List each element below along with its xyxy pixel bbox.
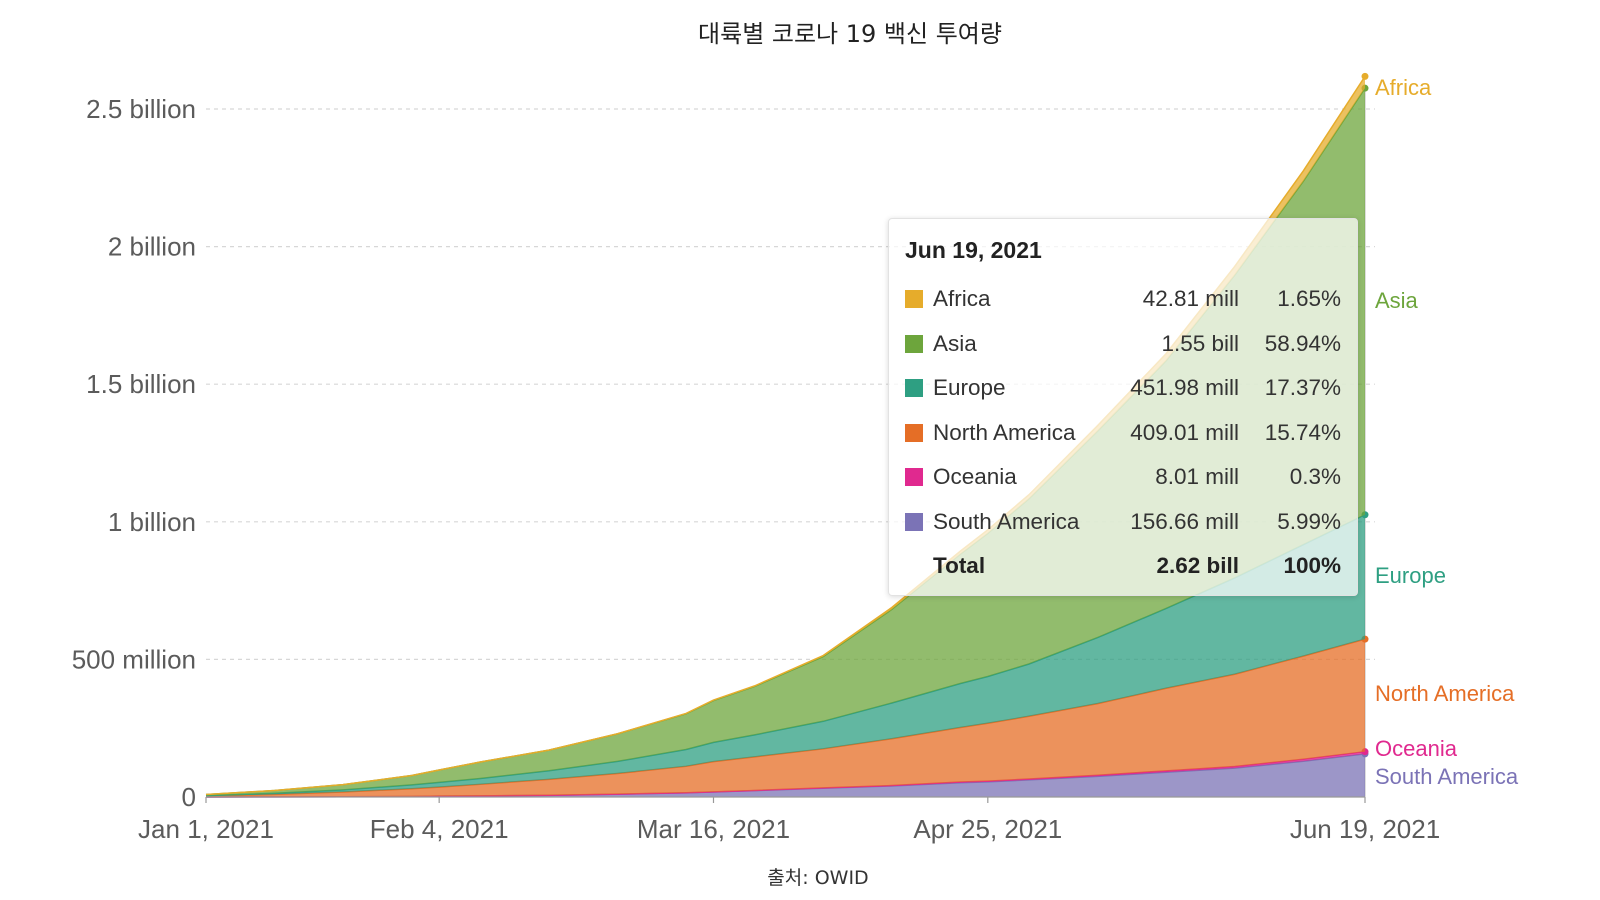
end-label-oceania: Oceania <box>1375 736 1458 761</box>
tooltip-swatch <box>905 379 923 398</box>
y-tick-label: 2.5 billion <box>86 94 196 124</box>
end-label-europe: Europe <box>1375 563 1446 588</box>
tooltip-row-percent: 17.37% <box>1264 375 1341 401</box>
area-europe[interactable] <box>206 514 1365 796</box>
tooltip-row-name: South America <box>933 508 1080 534</box>
area-asia[interactable] <box>206 88 1365 796</box>
tooltip-row-asia: Asia 1.55 bill 58.94% <box>905 322 1341 367</box>
tooltip-row-percent: 58.94% <box>1264 330 1341 356</box>
end-label-south-america: South America <box>1375 764 1519 789</box>
tooltip-row-percent: 15.74% <box>1264 419 1341 445</box>
tooltip-swatch <box>905 512 923 531</box>
tooltip-date: Jun 19, 2021 <box>905 237 1042 263</box>
area-south-america[interactable] <box>206 753 1365 797</box>
endpoint-africa <box>1361 72 1369 80</box>
y-tick-label: 0 <box>182 782 196 812</box>
tooltip-row-value: 156.66 mill <box>1130 508 1239 534</box>
x-tick-label: Apr 25, 2021 <box>913 814 1062 844</box>
tooltip-row-oceania: Oceania 8.01 mill 0.3% <box>905 455 1341 500</box>
tooltip-row-europe: Europe 451.98 mill 17.37% <box>905 366 1341 411</box>
tooltip-row-percent: 1.65% <box>1277 286 1341 312</box>
tooltip-swatch <box>905 334 923 353</box>
tooltip-swatch <box>905 423 923 442</box>
tooltip-swatch <box>905 290 923 309</box>
area-north-america[interactable] <box>206 639 1365 797</box>
tooltip-total-percent: 100% <box>1283 553 1341 579</box>
tooltip-row-name: Africa <box>933 286 991 312</box>
tooltip-row-percent: 5.99% <box>1277 508 1341 534</box>
tooltip-swatch <box>905 468 923 487</box>
tooltip-row-name: Asia <box>933 330 977 356</box>
tooltip-total-label: Total <box>933 553 986 579</box>
tooltip-row-south-america: South America 156.66 mill 5.99% <box>905 500 1341 545</box>
tooltip-row-value: 42.81 mill <box>1142 286 1239 312</box>
tooltip-row-percent: 0.3% <box>1289 464 1341 490</box>
end-label-north-america: North America <box>1375 681 1515 706</box>
end-label-africa: Africa <box>1375 75 1432 100</box>
tooltip-row-value: 409.01 mill <box>1130 419 1239 445</box>
y-tick-label: 2 billion <box>108 232 196 262</box>
tooltip-total-value: 2.62 bill <box>1156 553 1239 579</box>
chart-tooltip: Jun 19, 2021 Africa 42.81 mill 1.65% Asia 1.… <box>888 218 1358 596</box>
x-tick-label: Feb 4, 2021 <box>370 814 509 844</box>
tooltip-row-name: Oceania <box>933 464 1017 490</box>
x-tick-label: Jun 19, 2021 <box>1290 814 1440 844</box>
x-tick-label: Mar 16, 2021 <box>637 814 790 844</box>
tooltip-row-value: 8.01 mill <box>1155 464 1239 490</box>
y-tick-label: 1 billion <box>108 507 196 537</box>
tooltip-total-spacer <box>905 557 923 575</box>
tooltip-row-value: 1.55 bill <box>1161 330 1239 356</box>
tooltip-row-africa: Africa 42.81 mill 1.65% <box>905 277 1341 322</box>
chart-title: 대륙별 코로나 19 백신 투여량 <box>698 20 1002 48</box>
y-tick-label: 1.5 billion <box>86 369 196 399</box>
x-tick-label: Jan 1, 2021 <box>138 814 274 844</box>
tooltip-row-value: 451.98 mill <box>1130 375 1239 401</box>
y-tick-label: 500 million <box>72 644 196 674</box>
tooltip-row-name: Europe <box>933 375 1006 401</box>
chart-source: 출처: OWID <box>767 867 868 889</box>
end-label-asia: Asia <box>1375 288 1419 313</box>
tooltip-row-north-america: North America 409.01 mill 15.74% <box>905 411 1341 456</box>
tooltip-total-row: Total 2.62 bill 100% <box>905 544 1341 589</box>
tooltip-row-name: North America <box>933 419 1076 445</box>
